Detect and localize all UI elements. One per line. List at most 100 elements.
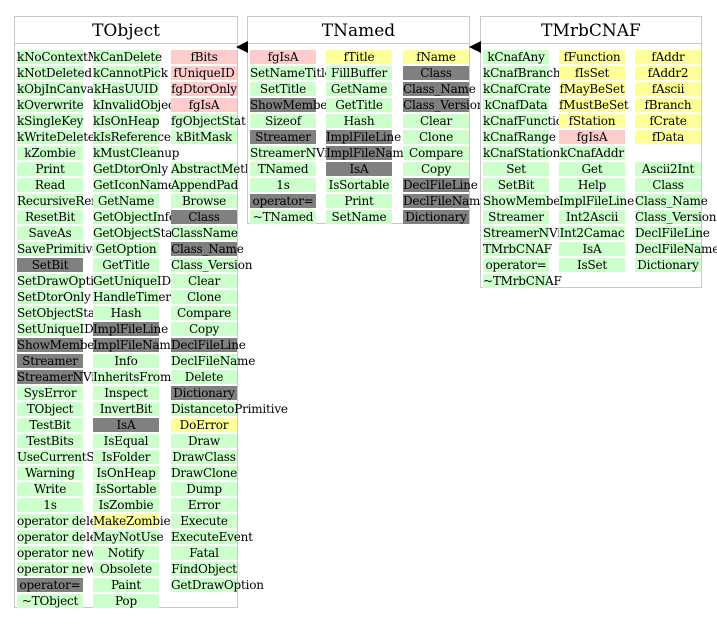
member-streamer[interactable]: Streamer <box>483 210 549 224</box>
member-paint[interactable]: Paint <box>93 578 159 592</box>
member-copy[interactable]: Copy <box>171 322 237 336</box>
member-getuniqueid[interactable]: GetUniqueID <box>93 274 171 288</box>
member-dictionary[interactable]: Dictionary <box>403 210 469 224</box>
member-ksinglekey[interactable]: kSingleKey <box>17 114 84 128</box>
member-clear[interactable]: Clear <box>171 274 237 288</box>
member-makezombie[interactable]: MakeZombie <box>93 514 171 528</box>
member-fgisa[interactable]: fgIsA <box>250 50 316 64</box>
member-implfileline[interactable]: ImplFileLine <box>326 130 401 144</box>
member-setdrawoption[interactable]: SetDrawOption <box>17 274 109 288</box>
member-class-version[interactable]: Class_Version <box>171 258 253 272</box>
member-faddr2[interactable]: fAddr2 <box>635 66 701 80</box>
member-kinvalidobject[interactable]: kInvalidObject <box>93 98 180 112</box>
member-getdrawoption[interactable]: GetDrawOption <box>171 578 264 592</box>
member-koverwrite[interactable]: kOverwrite <box>17 98 84 112</box>
member-classname[interactable]: ClassName <box>171 226 238 240</box>
member-tmrbcnaf[interactable]: ~TMrbCNAF <box>483 274 562 288</box>
member-ascii2int[interactable]: Ascii2Int <box>635 162 701 176</box>
member-kcnafstation[interactable]: kCnafStation <box>483 146 561 160</box>
member-info[interactable]: Info <box>93 354 159 368</box>
member-iszombie[interactable]: IsZombie <box>93 498 159 512</box>
member-tmrbcnaf[interactable]: TMrbCNAF <box>483 242 552 256</box>
member-kcannotpick[interactable]: kCannotPick <box>93 66 168 80</box>
member-operator[interactable]: operator= <box>17 578 83 592</box>
member-pop[interactable]: Pop <box>93 594 159 608</box>
member-implfilename[interactable]: ImplFileName <box>93 338 178 352</box>
member-1s[interactable]: 1s <box>250 178 316 192</box>
member-saveas[interactable]: SaveAs <box>17 226 83 240</box>
member-draw[interactable]: Draw <box>171 434 237 448</box>
member-operator-delete[interactable]: operator delete <box>17 514 109 528</box>
member-clone[interactable]: Clone <box>171 290 237 304</box>
member-kcnafcrate[interactable]: kCnafCrate <box>483 82 551 96</box>
member-inspect[interactable]: Inspect <box>93 386 159 400</box>
member-getoption[interactable]: GetOption <box>93 242 159 256</box>
member-kcnafrange[interactable]: kCnafRange <box>483 130 556 144</box>
member-streamernvirtual[interactable]: StreamerNVirtual <box>17 370 124 384</box>
member-inheritsfrom[interactable]: InheritsFrom <box>93 370 172 384</box>
member-implfileline[interactable]: ImplFileLine <box>559 194 634 208</box>
member-fmaybeset[interactable]: fMayBeSet <box>559 82 625 96</box>
member-tobject[interactable]: ~TObject <box>17 594 83 608</box>
member-tobject[interactable]: TObject <box>17 402 83 416</box>
member-findobject[interactable]: FindObject <box>171 562 237 576</box>
member-issortable[interactable]: IsSortable <box>326 178 392 192</box>
member-fdata[interactable]: fData <box>635 130 701 144</box>
member-faddr[interactable]: fAddr <box>635 50 701 64</box>
member-isfolder[interactable]: IsFolder <box>93 450 159 464</box>
member-kbitmask[interactable]: kBitMask <box>171 130 237 144</box>
member-fmustbeset[interactable]: fMustBeSet <box>559 98 629 112</box>
member-distancetoprimitive[interactable]: DistancetoPrimitive <box>171 402 288 416</box>
member-usecurrentstyle[interactable]: UseCurrentStyle <box>17 450 117 464</box>
member-getobjectinfo[interactable]: GetObjectInfo <box>93 210 176 224</box>
member-geticonname[interactable]: GetIconName <box>93 178 175 192</box>
member-kwritedelete[interactable]: kWriteDelete <box>17 130 95 144</box>
member-fgisa[interactable]: fgIsA <box>559 130 625 144</box>
member-kmustcleanup[interactable]: kMustCleanup <box>93 146 180 160</box>
member-fbits[interactable]: fBits <box>171 50 237 64</box>
member-kcnafbranch[interactable]: kCnafBranch <box>483 66 561 80</box>
member-notify[interactable]: Notify <box>93 546 159 560</box>
member-fisset[interactable]: fIsSet <box>559 66 625 80</box>
member-kisreferenced[interactable]: kIsReferenced <box>93 130 179 144</box>
member-isa[interactable]: IsA <box>559 242 625 256</box>
member-testbit[interactable]: TestBit <box>17 418 83 432</box>
member-issortable[interactable]: IsSortable <box>93 482 159 496</box>
member-ffunction[interactable]: fFunction <box>559 50 625 64</box>
member-isa[interactable]: IsA <box>326 162 392 176</box>
member-streamernvirtual[interactable]: StreamerNVirtual <box>250 146 357 160</box>
member-kcnafany[interactable]: kCnafAny <box>483 50 549 64</box>
member-dictionary[interactable]: Dictionary <box>171 386 237 400</box>
member-setobjectstat[interactable]: SetObjectStat <box>17 306 100 320</box>
member-compare[interactable]: Compare <box>403 146 469 160</box>
member-error[interactable]: Error <box>171 498 237 512</box>
member-gettitle[interactable]: GetTitle <box>93 258 159 272</box>
member-settitle[interactable]: SetTitle <box>250 82 316 96</box>
member-kisonheap[interactable]: kIsOnHeap <box>93 114 160 128</box>
member-ftitle[interactable]: fTitle <box>326 50 392 64</box>
member-declfilename[interactable]: DeclFileName <box>403 194 488 208</box>
member-browse[interactable]: Browse <box>171 194 237 208</box>
member-setbit[interactable]: SetBit <box>483 178 549 192</box>
member-class-name[interactable]: Class_Name <box>635 194 708 208</box>
member-declfilename[interactable]: DeclFileName <box>635 242 717 256</box>
member-fascii[interactable]: fAscii <box>635 82 701 96</box>
member-execute[interactable]: Execute <box>171 514 237 528</box>
member-declfileline[interactable]: DeclFileLine <box>171 338 246 352</box>
member-fbranch[interactable]: fBranch <box>635 98 701 112</box>
member-setname[interactable]: SetName <box>326 210 392 224</box>
member-set[interactable]: Set <box>483 162 549 176</box>
member-maynotuse[interactable]: MayNotUse <box>93 530 164 544</box>
member-khasuuid[interactable]: kHasUUID <box>93 82 159 96</box>
member-compare[interactable]: Compare <box>171 306 237 320</box>
member-class-name[interactable]: Class_Name <box>171 242 244 256</box>
member-knocontextmenu[interactable]: kNoContextMenu <box>17 50 122 64</box>
member-funiqueid[interactable]: fUniqueID <box>171 66 237 80</box>
member-executeevent[interactable]: ExecuteEvent <box>171 530 253 544</box>
member-appendpad[interactable]: AppendPad <box>171 178 239 192</box>
member-sizeof[interactable]: Sizeof <box>250 114 316 128</box>
member-setdtoronly[interactable]: SetDtorOnly <box>17 290 91 304</box>
member-doerror[interactable]: DoError <box>171 418 237 432</box>
member-write[interactable]: Write <box>17 482 83 496</box>
member-dump[interactable]: Dump <box>171 482 237 496</box>
